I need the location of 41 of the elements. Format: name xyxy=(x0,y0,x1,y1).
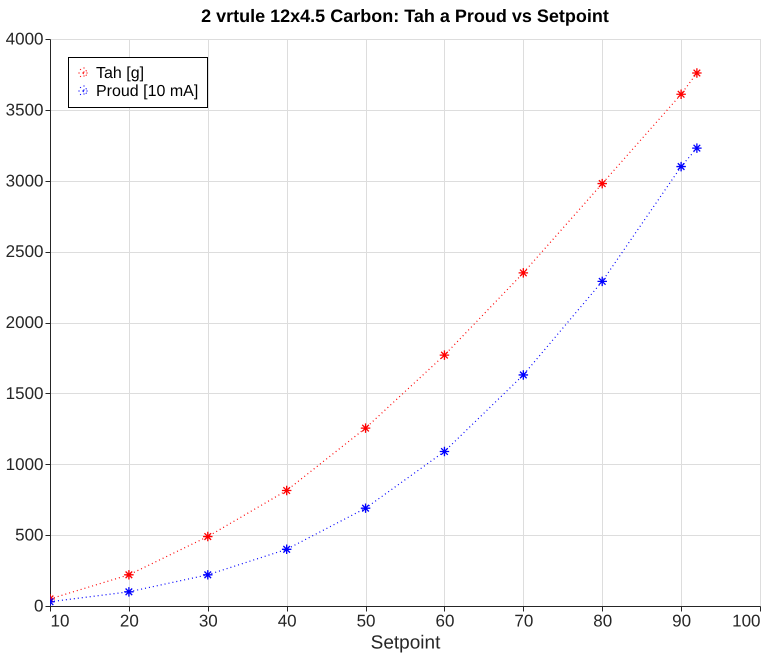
point xyxy=(596,276,608,287)
y-tick-label: 1500 xyxy=(6,384,44,403)
x-tick-label: 20 xyxy=(120,612,139,630)
point xyxy=(518,370,529,380)
x-tick-label: 40 xyxy=(278,612,297,630)
point xyxy=(360,502,371,514)
point xyxy=(202,569,214,580)
legend-label: Tah [g] xyxy=(96,65,144,82)
x-tick-label: 10 xyxy=(50,612,70,630)
y-tick-label: 3500 xyxy=(6,100,44,120)
y-tick-label: 2500 xyxy=(6,242,44,262)
legend-label: Proud [10 mA] xyxy=(96,83,198,100)
y-tick-label: 4000 xyxy=(6,30,44,48)
point xyxy=(691,68,702,78)
point xyxy=(691,142,702,154)
x-axis-title: Setpoint xyxy=(370,632,442,654)
point xyxy=(123,569,134,580)
point xyxy=(439,446,450,457)
point xyxy=(202,531,214,542)
point xyxy=(518,267,529,278)
point xyxy=(676,88,687,100)
x-tick-label: 50 xyxy=(356,612,376,630)
x-tick-label: 60 xyxy=(435,612,454,630)
point xyxy=(676,161,687,172)
point xyxy=(439,350,450,360)
point xyxy=(123,586,134,598)
y-tick-label: 500 xyxy=(15,526,44,545)
point xyxy=(281,544,292,555)
point xyxy=(281,485,292,496)
y-tick-label: 2000 xyxy=(6,313,44,332)
x-tick-label: 70 xyxy=(514,612,534,630)
y-tick-label: 0 xyxy=(34,596,44,616)
x-tick-label: 90 xyxy=(672,612,692,630)
x-tick-label: 80 xyxy=(593,612,612,630)
x-tick-label: 100 xyxy=(732,612,760,630)
y-tick-label: 1000 xyxy=(6,454,44,474)
x-tick-label: 30 xyxy=(198,612,218,630)
point xyxy=(596,178,608,189)
y-tick-label: 3000 xyxy=(6,171,44,190)
point xyxy=(360,422,371,434)
chart-title: 2 vrtule 12x4.5 Carbon: Tah a Proud vs Setpoint xyxy=(201,6,609,26)
